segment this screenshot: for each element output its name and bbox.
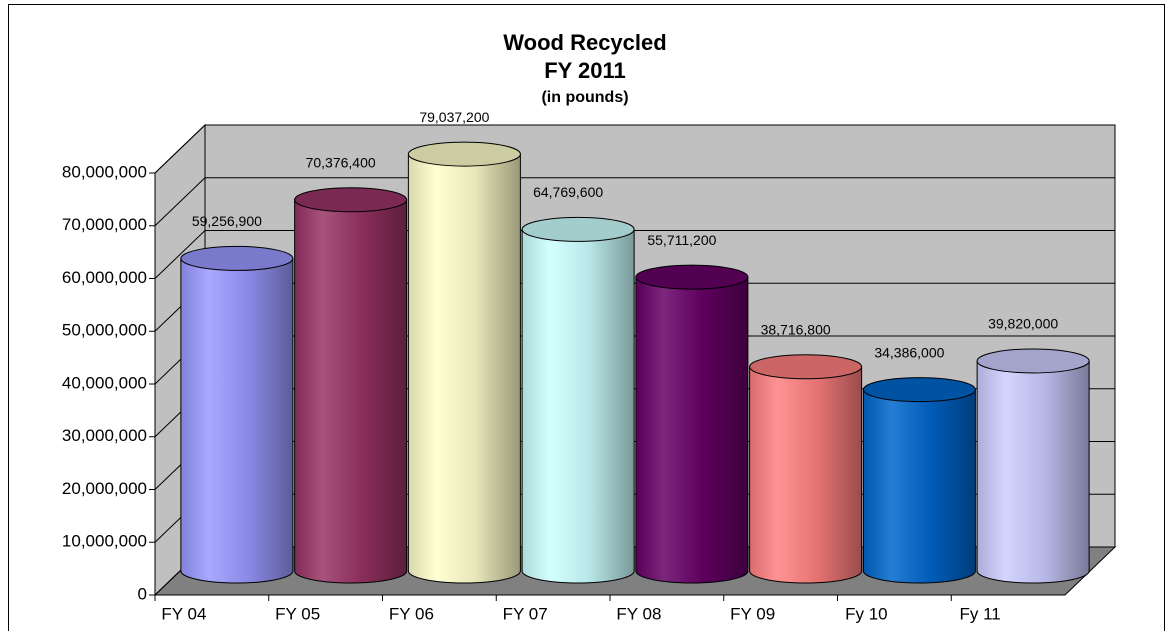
bar-top	[862, 377, 976, 403]
value-label: 70,376,400	[306, 154, 376, 170]
value-label: 55,711,200	[647, 232, 716, 248]
y-tick-label: 80,000,000	[62, 162, 147, 181]
chart-title: Wood Recycled	[503, 30, 666, 55]
x-tick-label: FY 09	[730, 604, 775, 623]
x-tick-label: Fy 10	[845, 604, 888, 623]
x-tick-label: Fy 11	[959, 604, 1000, 623]
grid-line	[154, 230, 1115, 279]
y-tick-label: 30,000,000	[62, 426, 147, 445]
y-tick-label: 10,000,000	[62, 532, 147, 551]
bar	[862, 389, 976, 584]
y-tick-label: 20,000,000	[62, 479, 147, 498]
bar-top	[521, 216, 635, 242]
x-tick-label: FY 05	[275, 604, 320, 623]
grid-line	[154, 124, 1115, 174]
x-tick-label: FY 06	[389, 604, 434, 623]
y-tick-label: 70,000,000	[62, 215, 147, 234]
bar	[521, 228, 635, 584]
bar	[294, 199, 408, 584]
y-tick-label: 40,000,000	[62, 373, 147, 392]
bar	[976, 360, 1090, 584]
value-label: 34,386,000	[874, 344, 944, 360]
value-label: 39,820,000	[988, 316, 1058, 332]
x-tick-label: FY 04	[161, 604, 206, 623]
bar-top	[749, 354, 863, 380]
value-label: 59,256,900	[192, 213, 262, 229]
chart-units: (in pounds)	[541, 89, 628, 106]
y-tick-label: 60,000,000	[62, 268, 147, 287]
bar-top	[635, 264, 749, 290]
bar-top	[976, 348, 1090, 374]
bar-top	[180, 245, 294, 271]
chart-subtitle: FY 2011	[544, 58, 626, 83]
grid-line	[154, 177, 1115, 227]
value-label: 79,037,200	[419, 109, 489, 125]
bar	[635, 276, 749, 584]
bar-top	[407, 141, 521, 167]
y-tick-label: 50,000,000	[62, 321, 147, 340]
y-tick-label: 0	[138, 584, 147, 603]
value-label: 64,769,600	[533, 184, 603, 200]
bar	[407, 153, 521, 584]
x-tick-label: FY 07	[503, 604, 548, 623]
bar	[180, 257, 294, 584]
value-label: 38,716,800	[761, 321, 831, 337]
bar	[749, 366, 863, 584]
x-tick-label: FY 08	[616, 604, 661, 623]
bar-top	[294, 187, 408, 213]
